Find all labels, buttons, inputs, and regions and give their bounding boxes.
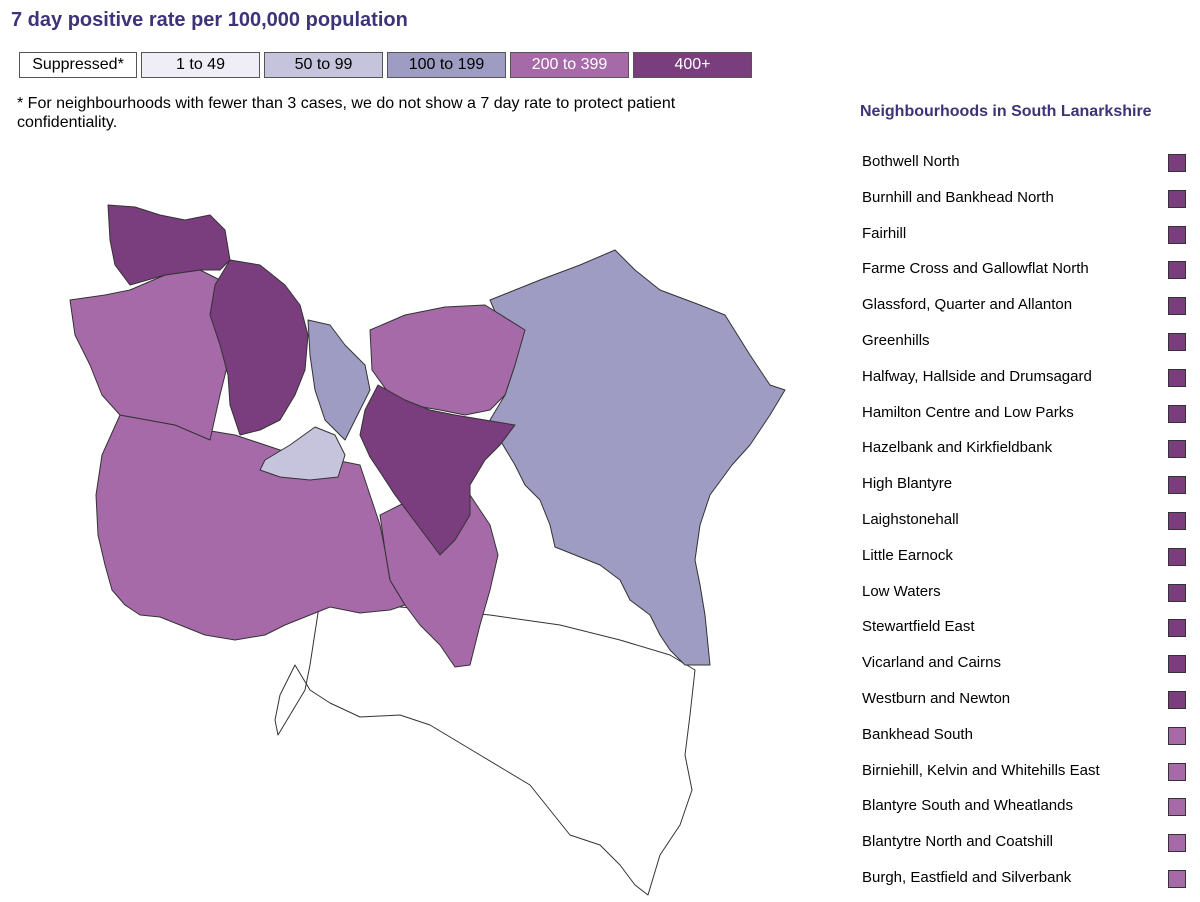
color-swatch <box>1168 332 1186 351</box>
neighbourhood-label: Vicarland and Cairns <box>862 654 1001 672</box>
legend-label: 200 to 399 <box>531 56 608 73</box>
neighbourhood-label: Hamilton Centre and Low Parks <box>862 403 1074 421</box>
neighbourhood-label: Greenhills <box>862 331 930 349</box>
color-swatch <box>1168 798 1186 817</box>
neighbourhood-map <box>69 204 786 896</box>
map-region-lanark-centre[interactable] <box>359 384 516 556</box>
legend-item-200-399: 200 to 399 <box>510 52 629 78</box>
neighbourhood-label: Low Waters <box>862 582 941 600</box>
neighbourhood-label: Birniehill, Kelvin and Whitehills East <box>862 761 1100 779</box>
color-swatch <box>1168 869 1186 888</box>
list-item: Blantyre South and Wheatlands <box>862 794 1192 830</box>
color-swatch <box>1168 297 1186 316</box>
list-item: Halfway, Hallside and Drumsagard <box>862 365 1192 401</box>
legend-item-100-199: 100 to 199 <box>387 52 506 78</box>
neighbourhood-label: Blantytre North and Coatshill <box>862 833 1053 851</box>
suppression-note: * For neighbourhoods with fewer than 3 c… <box>17 95 676 131</box>
list-item: Little Earnock <box>862 544 1192 580</box>
list-item: Laighstonehall <box>862 508 1192 544</box>
neighbourhood-label: Little Earnock <box>862 546 953 564</box>
map-region-east-rural[interactable] <box>489 249 786 666</box>
legend-item-1-49: 1 to 49 <box>141 52 260 78</box>
neighbourhood-label: Bankhead South <box>862 725 973 743</box>
color-legend: Suppressed* 1 to 49 50 to 99 100 to 199 … <box>19 52 756 80</box>
neighbourhood-label: Farme Cross and Gallowflat North <box>862 260 1089 278</box>
list-item: Glassford, Quarter and Allanton <box>862 293 1192 329</box>
color-swatch <box>1168 762 1186 781</box>
color-swatch <box>1168 511 1186 530</box>
list-item: Fairhill <box>862 222 1192 258</box>
legend-label: 100 to 199 <box>408 56 485 73</box>
color-swatch <box>1168 189 1186 208</box>
legend-item-suppressed: Suppressed* <box>19 52 137 78</box>
neighbourhood-list: Bothwell North Burnhill and Bankhead Nor… <box>862 150 1192 902</box>
neighbourhood-label: Fairhill <box>862 224 907 242</box>
color-swatch <box>1168 583 1186 602</box>
list-item: Greenhills <box>862 329 1192 365</box>
neighbourhood-label: Blantyre South and Wheatlands <box>862 797 1073 815</box>
color-swatch <box>1168 690 1186 709</box>
map-region-northwest-urban[interactable] <box>69 269 231 441</box>
map-region-central-strip[interactable] <box>307 319 371 441</box>
legend-item-50-99: 50 to 99 <box>264 52 383 78</box>
list-item: Westburn and Newton <box>862 687 1192 723</box>
list-item: Burgh, Eastfield and Silverbank <box>862 866 1192 902</box>
list-item: Blantytre North and Coatshill <box>862 830 1192 866</box>
map-region-southern-suppressed[interactable] <box>274 599 696 896</box>
list-item: Birniehill, Kelvin and Whitehills East <box>862 759 1192 795</box>
list-item: Burnhill and Bankhead North <box>862 186 1192 222</box>
list-item: Hamilton Centre and Low Parks <box>862 401 1192 437</box>
list-item: Stewartfield East <box>862 615 1192 651</box>
color-swatch <box>1168 726 1186 745</box>
list-item: High Blantyre <box>862 472 1192 508</box>
list-item: Bothwell North <box>862 150 1192 186</box>
list-item: Bankhead South <box>862 723 1192 759</box>
list-item: Vicarland and Cairns <box>862 651 1192 687</box>
color-swatch <box>1168 440 1186 459</box>
color-swatch <box>1168 547 1186 566</box>
map-region-west-rural[interactable] <box>95 414 406 641</box>
map-region-rutherglen-north[interactable] <box>107 204 231 286</box>
sidebar-title: Neighbourhoods in South Lanarkshire <box>860 103 1152 120</box>
legend-label: 1 to 49 <box>176 56 225 73</box>
neighbourhood-label: High Blantyre <box>862 475 953 493</box>
color-swatch <box>1168 404 1186 423</box>
legend-label: 400+ <box>674 56 711 73</box>
map-title: 7 day positive rate per 100,000 populati… <box>11 9 408 31</box>
color-swatch <box>1168 225 1186 244</box>
map-region-blantyre-area[interactable] <box>259 426 346 481</box>
list-item: Farme Cross and Gallowflat North <box>862 257 1192 293</box>
color-swatch <box>1168 619 1186 638</box>
neighbourhood-label: Bothwell North <box>862 153 960 170</box>
legend-label: 50 to 99 <box>294 56 353 73</box>
neighbourhood-label: Halfway, Hallside and Drumsagard <box>862 367 1092 385</box>
neighbourhood-label: Laighstonehall <box>862 510 959 528</box>
neighbourhood-label: Hazelbank and Kirkfieldbank <box>862 439 1053 457</box>
color-swatch <box>1168 834 1186 853</box>
neighbourhood-label: Burnhill and Bankhead North <box>862 188 1054 206</box>
neighbourhood-label: Stewartfield East <box>862 618 975 636</box>
neighbourhood-label: Westburn and Newton <box>862 689 1011 707</box>
color-swatch <box>1168 261 1186 280</box>
legend-item-400-plus: 400+ <box>633 52 752 78</box>
color-swatch <box>1168 368 1186 387</box>
map-region-hamilton-area[interactable] <box>209 259 309 436</box>
neighbourhood-label: Glassford, Quarter and Allanton <box>862 296 1073 314</box>
color-swatch <box>1168 476 1186 495</box>
color-swatch <box>1168 655 1186 674</box>
legend-label: Suppressed* <box>32 56 124 73</box>
list-item: Hazelbank and Kirkfieldbank <box>862 436 1192 472</box>
list-item: Low Waters <box>862 580 1192 616</box>
color-swatch <box>1168 154 1186 172</box>
neighbourhood-label: Burgh, Eastfield and Silverbank <box>862 868 1072 886</box>
